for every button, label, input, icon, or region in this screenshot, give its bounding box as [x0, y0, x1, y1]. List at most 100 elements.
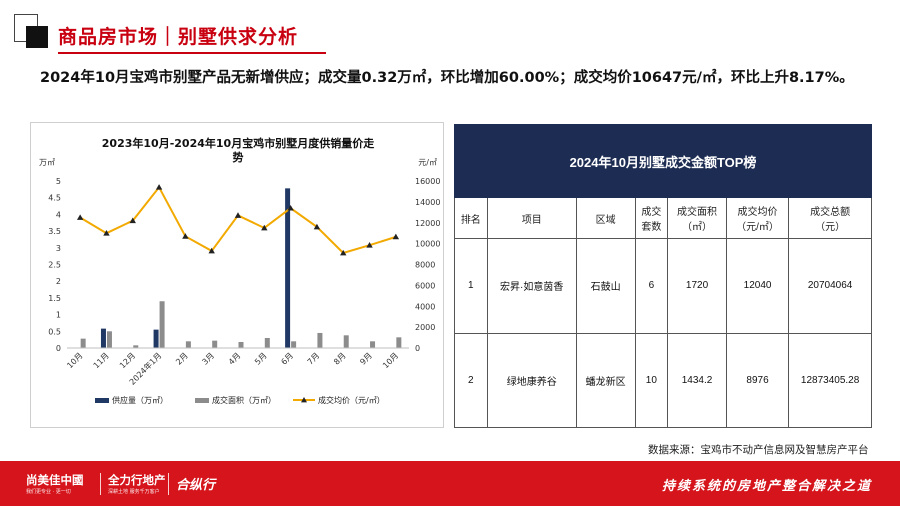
y-left-tick-label: 4.5	[48, 194, 61, 203]
deal-area-bar	[106, 331, 112, 348]
data-source: 数据来源：宝鸡市不动产信息网及智慧房产平台	[648, 444, 869, 456]
table-header-cell: 区域	[575, 197, 636, 239]
footer-slogan: 持续系统的房地产整合解决之道	[661, 479, 872, 494]
deal-area-bar	[264, 337, 270, 348]
table-cell: 20704064	[788, 238, 872, 334]
x-tick-label: 6月	[279, 351, 295, 367]
table-header-cell: 项目	[486, 197, 577, 239]
y-right-tick-label: 12000	[415, 219, 440, 228]
table-row: 2 绿地康养谷 蟠龙新区 10 1434.2 8976 12873405.28	[454, 332, 872, 428]
y-left-tick-label: 0	[56, 344, 61, 353]
y-left-tick-label: 2	[56, 277, 61, 286]
deal-area-bar	[159, 301, 165, 348]
price-marker	[76, 214, 84, 220]
deal-area-bar	[212, 340, 218, 348]
y-left-tick-label: 1	[56, 311, 61, 320]
table-header-cell: 成交总额 （元）	[788, 197, 872, 239]
supply-bar	[153, 329, 159, 348]
y-right-tick-label: 14000	[415, 198, 440, 207]
title-underline	[58, 52, 326, 54]
y-right-tick-label: 2000	[415, 323, 435, 332]
table-cell: 绿地康养谷	[486, 332, 577, 428]
deal-area-bar	[185, 341, 191, 348]
deal-area-bar	[238, 341, 244, 348]
y-right-tick-label: 16000	[415, 177, 440, 186]
chart-title-line1: 2023年10月-2024年10月宝鸡市别墅月度供销量价走	[102, 136, 374, 150]
price-marker	[392, 233, 400, 240]
price-marker	[103, 229, 110, 236]
x-tick-label: 10月	[381, 351, 400, 370]
y-right-tick-label: 0	[415, 344, 420, 353]
table-cell: 1434.2	[667, 332, 727, 428]
legend-supply-swatch	[95, 398, 109, 403]
y-left-tick-label: 4	[56, 210, 61, 219]
table-header-cell: 排名	[454, 197, 488, 239]
table-cell: 1720	[667, 238, 727, 334]
table-cell: 12040	[725, 238, 790, 334]
table-header-cell: 成交面积 （㎡）	[667, 197, 727, 239]
table-cell: 2	[454, 332, 488, 428]
y-right-tick-label: 10000	[415, 240, 440, 249]
x-tick-label: 3月	[200, 351, 216, 367]
price-line	[79, 185, 397, 255]
top-sales-table: 2024年10月别墅成交金额TOP榜 排名 项目 区域 成交 套数 成交面积 （㎡） 成交…	[454, 124, 872, 428]
y-right-tick-label: 6000	[415, 281, 435, 290]
price-marker	[182, 233, 189, 239]
footer-separator	[168, 473, 169, 495]
header-square	[26, 26, 48, 48]
footer-logo-2-sub: 深耕土地 服务千万客户	[108, 489, 160, 495]
page-title: 商品房市场｜别墅供求分析	[58, 26, 299, 48]
y-left-tick-label: 3	[56, 244, 61, 253]
price-marker	[340, 249, 347, 256]
table-cell: 宏昇·如意茵香	[486, 238, 577, 334]
table-title: 2024年10月别墅成交金额TOP榜	[454, 124, 872, 198]
y-left-unit: 万㎡	[39, 158, 55, 167]
price-marker	[313, 223, 321, 230]
x-tick-label: 7月	[306, 351, 322, 367]
footer-separator	[100, 473, 101, 495]
price-marker	[234, 212, 242, 218]
table-cell: 12873405.28	[788, 332, 872, 428]
y-left-tick-label: 3.5	[48, 227, 61, 236]
table-cell: 1	[454, 238, 488, 334]
table-cell: 石鼓山	[575, 238, 636, 334]
price-marker	[129, 217, 136, 224]
footer-logo-1-sub: 我们更专业 · 更一切	[26, 489, 71, 495]
y-left-tick-label: 2.5	[48, 261, 61, 270]
price-marker	[261, 224, 268, 231]
y-right-tick-label: 4000	[415, 302, 435, 311]
supply-bar	[100, 328, 106, 348]
x-tick-label: 2月	[174, 351, 190, 367]
y-left-tick-label: 5	[56, 177, 61, 186]
x-tick-label: 8月	[332, 351, 348, 367]
table-header-row: 排名 项目 区域 成交 套数 成交面积 （㎡） 成交均价 （元/㎡） 成交总额 （元）	[454, 197, 872, 239]
footer-logo-1: 尚美佳中國	[26, 473, 84, 487]
table-header-cell: 成交均价 （元/㎡）	[725, 197, 790, 239]
supply-sales-price-chart: 2023年10月-2024年10月宝鸡市别墅月度供销量价走 势 万㎡ 元/㎡ 0…	[39, 136, 440, 405]
legend-supply-label: 供应量（万㎡）	[112, 395, 168, 405]
deal-area-bar	[317, 332, 323, 348]
x-tick-label: 10月	[65, 351, 84, 370]
summary-text: 2024年10月宝鸡市别墅产品无新增供应；成交量0.32万㎡，环比增加60.00…	[40, 70, 854, 86]
x-tick-label: 11月	[92, 351, 111, 370]
table-cell: 10	[634, 332, 669, 428]
x-tick-label: 5月	[253, 351, 269, 367]
y-left-tick-label: 0.5	[48, 327, 61, 336]
table-row: 1 宏昇·如意茵香 石鼓山 6 1720 12040 20704064	[454, 238, 872, 334]
legend-price-marker	[301, 397, 307, 403]
deal-area-bar	[291, 341, 297, 348]
deal-area-bar	[133, 345, 139, 348]
table-cell: 蟠龙新区	[575, 332, 636, 428]
x-tick-label: 9月	[358, 351, 374, 367]
chart-title-line2: 势	[233, 150, 244, 164]
x-tick-label: 4月	[227, 351, 243, 367]
price-marker	[208, 247, 215, 254]
table-cell: 8976	[725, 332, 790, 428]
deal-area-bar	[396, 337, 402, 348]
deal-area-bar	[80, 338, 86, 348]
chart-panel: 2023年10月-2024年10月宝鸡市别墅月度供销量价走 势 万㎡ 元/㎡ 0…	[30, 122, 444, 428]
y-right-unit: 元/㎡	[418, 158, 437, 167]
price-marker	[287, 204, 294, 211]
price-marker	[366, 241, 373, 248]
footer-bar: 尚美佳中國 我们更专业 · 更一切 全力行地产 深耕土地 服务千万客户 合纵行 …	[0, 461, 900, 506]
